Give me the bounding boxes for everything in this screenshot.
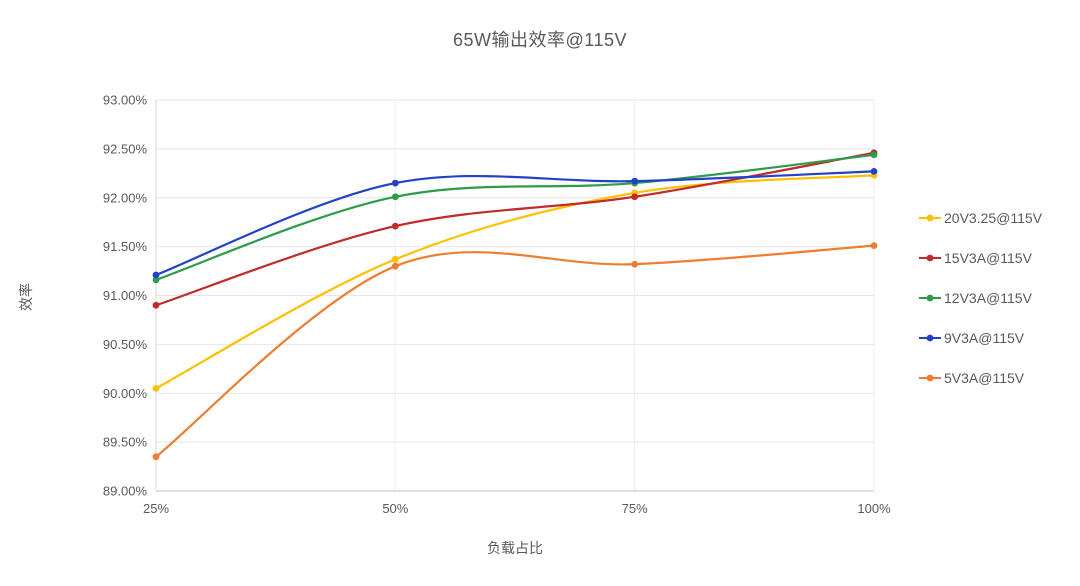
y-tick-label: 90.00% <box>103 386 148 401</box>
x-tick-label: 75% <box>622 501 648 516</box>
data-point-5V3A@115V <box>631 260 639 268</box>
chart-title: 65W输出效率@115V <box>453 30 627 50</box>
y-tick-label: 89.00% <box>103 484 148 499</box>
data-point-12V3A@115V <box>870 151 878 159</box>
y-tick-label: 93.00% <box>103 93 148 108</box>
data-point-15V3A@115V <box>152 301 160 309</box>
y-tick-label: 89.50% <box>103 435 148 450</box>
data-point-9V3A@115V <box>391 179 399 187</box>
data-point-9V3A@115V <box>152 271 160 279</box>
series-line-15V3A@115V <box>154 151 876 307</box>
series-line-20V3.25@115V <box>154 174 876 390</box>
legend-marker-icon <box>919 374 941 382</box>
y-tick-label: 91.00% <box>103 288 148 303</box>
data-point-15V3A@115V <box>631 193 639 201</box>
legend-label: 5V3A@115V <box>944 370 1025 386</box>
y-tick-label: 92.50% <box>103 141 148 156</box>
data-point-12V3A@115V <box>152 276 160 284</box>
data-point-9V3A@115V <box>870 167 878 175</box>
legend-marker-icon <box>919 294 941 302</box>
data-point-9V3A@115V <box>631 177 639 185</box>
legend-label: 20V3.25@115V <box>944 210 1043 226</box>
data-point-5V3A@115V <box>391 262 399 270</box>
x-tick-label: 25% <box>143 501 169 516</box>
x-tick-label: 50% <box>382 501 408 516</box>
x-tick-label: 100% <box>857 501 891 516</box>
legend-marker-icon <box>919 334 941 342</box>
legend-label: 15V3A@115V <box>944 250 1032 266</box>
data-point-12V3A@115V <box>391 193 399 201</box>
data-point-5V3A@115V <box>870 242 878 250</box>
data-point-20V3.25@115V <box>391 255 399 263</box>
legend-marker-icon <box>919 214 941 222</box>
series-line-5V3A@115V <box>154 244 876 458</box>
legend-label: 9V3A@115V <box>944 330 1025 346</box>
legend-label: 12V3A@115V <box>944 290 1032 306</box>
y-tick-label: 92.00% <box>103 190 148 205</box>
series-line-12V3A@115V <box>154 153 876 281</box>
data-point-15V3A@115V <box>391 222 399 230</box>
data-point-20V3.25@115V <box>152 384 160 392</box>
legend: 20V3.25@115V 15V3A@115V 12V3A@115V 9V3A@115… <box>918 198 1042 398</box>
y-tick-label: 90.50% <box>103 337 148 352</box>
series-line-9V3A@115V <box>154 170 876 277</box>
data-point-5V3A@115V <box>152 453 160 461</box>
x-axis-title: 负载占比 <box>487 540 543 556</box>
legend-item-12V3A@115V[interactable]: 12V3A@115V <box>918 278 1042 318</box>
legend-marker-icon <box>919 254 941 262</box>
legend-item-5V3A@115V[interactable]: 5V3A@115V <box>918 358 1042 398</box>
y-tick-label: 91.50% <box>103 239 148 254</box>
legend-item-20V3.25@115V[interactable]: 20V3.25@115V <box>918 198 1042 238</box>
legend-item-15V3A@115V[interactable]: 15V3A@115V <box>918 238 1042 278</box>
legend-item-9V3A@115V[interactable]: 9V3A@115V <box>918 318 1042 358</box>
